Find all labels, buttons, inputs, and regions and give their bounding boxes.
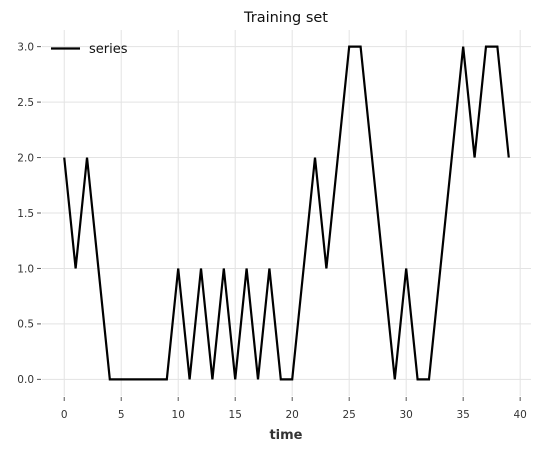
x-tick-label: 30 [399, 409, 412, 421]
y-tick-label: 1.0 [17, 263, 34, 275]
x-tick-label: 10 [172, 409, 185, 421]
y-tick-label: 0.5 [17, 319, 34, 331]
legend: series [51, 42, 128, 57]
y-tick-label: 2.5 [17, 97, 34, 109]
legend-label: series [89, 42, 128, 57]
x-tick-label: 0 [61, 409, 68, 421]
x-axis-label: time [269, 428, 302, 443]
series-layer [63, 45, 510, 381]
ticks-layer: 0 5 10 15 20 25 30 35 40 0.0 0.5 1.0 1.5 2.0 2.5 3.0 [17, 41, 527, 421]
y-tick-label: 0.0 [17, 374, 34, 386]
x-tick-label: 25 [343, 409, 356, 421]
x-tick-label: 40 [513, 409, 526, 421]
y-tick-label: 1.5 [17, 208, 34, 220]
x-tick-label: 5 [118, 409, 125, 421]
chart-title: Training set [243, 10, 328, 26]
y-tick-label: 3.0 [17, 41, 34, 53]
grid-layer [42, 30, 531, 396]
series-line [63, 45, 510, 381]
x-tick-label: 15 [229, 409, 242, 421]
x-tick-label: 20 [286, 409, 299, 421]
x-tick-label: 35 [456, 409, 469, 421]
y-tick-label: 2.0 [17, 152, 34, 164]
